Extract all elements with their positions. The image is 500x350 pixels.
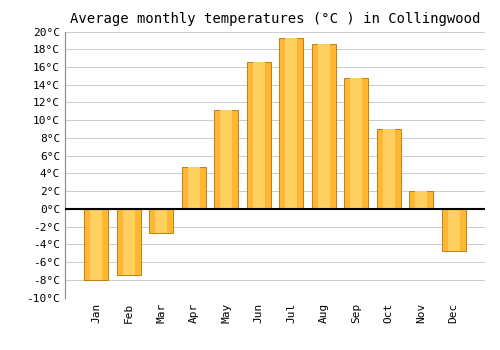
- Bar: [220, 110, 232, 209]
- Bar: [409, 191, 434, 209]
- Bar: [415, 191, 428, 209]
- Bar: [149, 209, 174, 233]
- Bar: [448, 209, 460, 251]
- Bar: [116, 209, 141, 275]
- Bar: [182, 167, 206, 209]
- Bar: [155, 209, 168, 233]
- Title: Average monthly temperatures (°C ) in Collingwood: Average monthly temperatures (°C ) in Co…: [70, 12, 480, 26]
- Bar: [252, 62, 265, 209]
- Bar: [312, 44, 336, 209]
- Bar: [350, 78, 362, 209]
- Bar: [285, 38, 298, 209]
- Bar: [122, 209, 135, 275]
- Bar: [376, 129, 401, 209]
- Bar: [246, 62, 271, 209]
- Bar: [382, 129, 395, 209]
- Bar: [344, 78, 368, 209]
- Bar: [188, 167, 200, 209]
- Bar: [442, 209, 466, 251]
- Bar: [84, 209, 108, 280]
- Bar: [90, 209, 102, 280]
- Bar: [279, 38, 303, 209]
- Bar: [318, 44, 330, 209]
- Bar: [214, 110, 238, 209]
